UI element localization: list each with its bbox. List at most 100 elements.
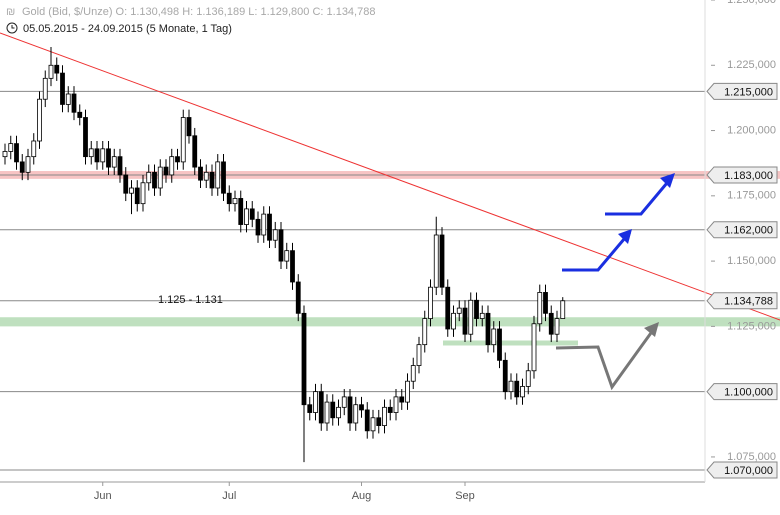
candle-body <box>370 417 376 432</box>
candle-body <box>192 135 198 168</box>
candle-body <box>301 312 307 406</box>
candle-body <box>330 401 336 419</box>
candle-body <box>445 286 451 330</box>
candle-body <box>77 111 83 118</box>
candle-body <box>2 151 8 158</box>
candle-body <box>554 318 560 335</box>
candle-body <box>140 182 146 205</box>
y-tick-label: 1.150,000 <box>727 255 776 267</box>
candle-body <box>71 93 77 113</box>
level-label: 1.070,000 <box>724 465 773 477</box>
candle-body <box>543 292 548 314</box>
candle-body <box>525 370 531 387</box>
y-tick-label: 1.225,000 <box>727 59 776 71</box>
candle-body <box>428 286 433 319</box>
candle-body <box>295 281 301 314</box>
level-label-box <box>706 221 778 239</box>
level-label-box <box>706 292 778 310</box>
candle-body <box>25 156 31 173</box>
candle-body <box>313 391 318 413</box>
candle-body <box>249 208 255 220</box>
candle-body <box>537 292 543 325</box>
arrow-up-2 <box>605 176 674 216</box>
candle-body <box>514 380 520 398</box>
arrow-head <box>618 229 632 244</box>
candle-body <box>31 140 37 158</box>
trend-line <box>0 32 780 321</box>
level-label: 1.162,000 <box>724 225 773 237</box>
candle-body <box>336 406 341 419</box>
candle-body <box>146 171 152 184</box>
candle-body <box>221 161 226 194</box>
candle-body <box>186 117 192 137</box>
x-tick-label: Jul <box>222 490 236 502</box>
candle-body <box>382 406 387 427</box>
level-label-box <box>706 82 778 100</box>
candle-body <box>479 312 485 319</box>
candle-body <box>129 187 134 194</box>
candle-body <box>410 365 416 382</box>
candle-body <box>48 64 54 79</box>
scenario-arrow <box>555 325 658 391</box>
arrow-head <box>660 173 675 188</box>
candle-body <box>134 187 140 205</box>
instrument-icon: ₪ <box>6 6 15 18</box>
candle-body <box>359 404 364 411</box>
level-label: 1.183,000 <box>724 170 773 182</box>
candle-body <box>111 156 117 168</box>
candle-body <box>117 156 123 176</box>
candle-body <box>209 171 215 189</box>
candle-body <box>502 359 508 393</box>
candle-body <box>307 404 313 413</box>
candle-body <box>284 250 290 262</box>
candle-body <box>341 396 347 408</box>
candle-body <box>244 208 249 225</box>
candle-body <box>123 174 129 194</box>
y-tick-label: 1.075,000 <box>727 451 776 463</box>
level-label: 1.100,000 <box>724 387 773 399</box>
candle-body <box>203 171 209 181</box>
candle-body <box>100 148 106 163</box>
candle-body <box>468 299 474 335</box>
candle-body <box>393 396 399 413</box>
candle-body <box>88 148 94 158</box>
candle-body <box>60 72 65 105</box>
candle-body <box>54 64 60 74</box>
y-tick-label: 1.200,000 <box>727 124 776 136</box>
level-label-box <box>706 166 778 184</box>
candle-body <box>37 98 42 142</box>
candle-body <box>462 307 468 335</box>
candle-body <box>422 318 428 346</box>
candle-body <box>19 161 25 173</box>
candle-body <box>439 234 445 288</box>
candle-body <box>65 93 71 105</box>
candle-body <box>261 213 267 236</box>
candle-body <box>451 312 456 330</box>
candle-body <box>267 213 272 241</box>
candle-body <box>364 409 370 432</box>
header: Gold (Bid, $/Unze) O: 1.130,498 H: 1.136… <box>22 6 375 18</box>
y-tick-label: 1.250,000 <box>727 0 776 6</box>
clock-hands <box>11 25 15 29</box>
candle-body <box>232 198 238 205</box>
candle-body <box>376 417 382 427</box>
level-label: 1.215,000 <box>724 86 773 98</box>
background-layer <box>0 90 780 471</box>
x-tick-label: Aug <box>352 490 372 502</box>
level-label-box <box>706 461 778 479</box>
candle-body <box>226 192 232 205</box>
arrow-up-1 <box>562 231 632 272</box>
candle-body <box>14 143 19 163</box>
candle-body <box>399 396 405 403</box>
candle-body <box>433 234 439 288</box>
candle-body <box>169 156 175 176</box>
arrow-head <box>644 322 659 337</box>
zone-band <box>0 317 780 327</box>
candle-body <box>318 391 324 424</box>
candle-body <box>152 171 157 189</box>
candle-body <box>163 166 169 176</box>
candles <box>2 46 566 463</box>
x-tick-label: Sep <box>455 490 475 502</box>
candle-body <box>474 299 479 319</box>
